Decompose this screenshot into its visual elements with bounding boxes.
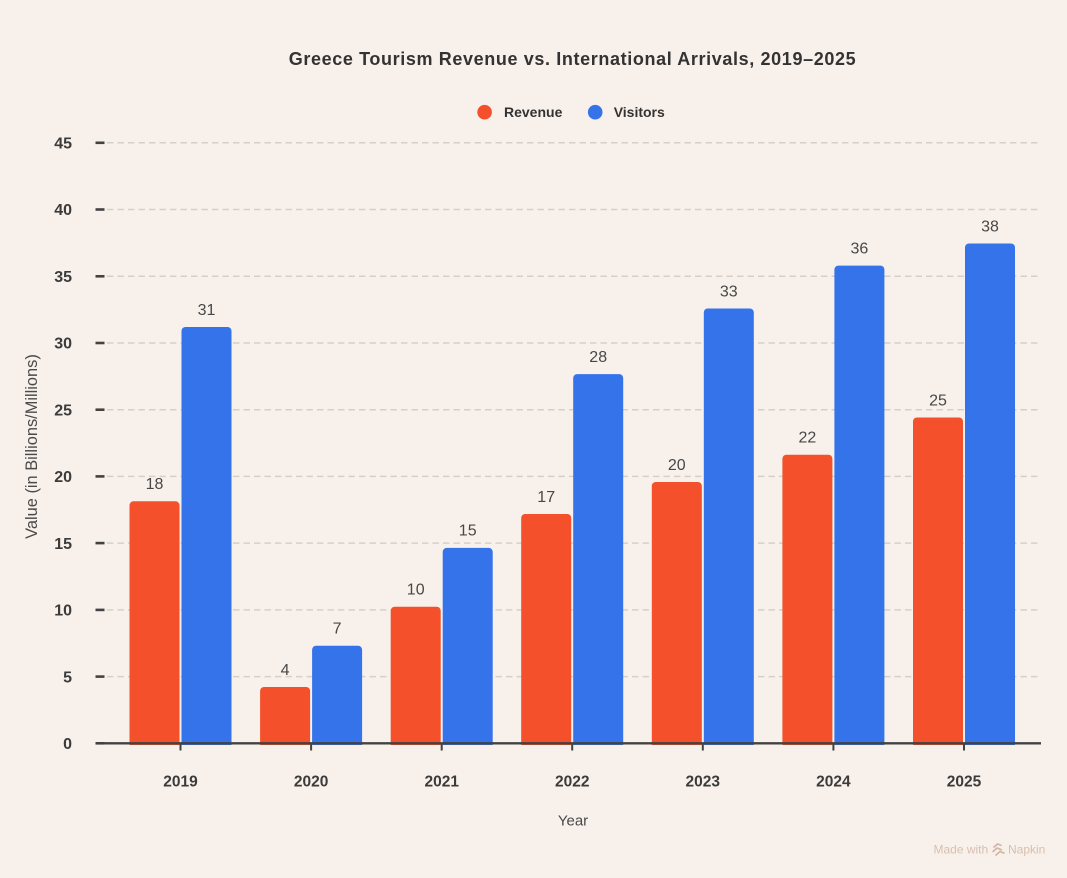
svg-text:20: 20 (54, 469, 72, 486)
svg-text:25: 25 (929, 392, 947, 409)
svg-text:Made with: Made with (934, 843, 989, 857)
svg-text:Revenue: Revenue (504, 104, 563, 120)
svg-text:40: 40 (54, 202, 72, 219)
svg-text:2022: 2022 (555, 774, 589, 791)
svg-text:17: 17 (537, 489, 555, 506)
svg-text:33: 33 (720, 283, 738, 300)
svg-text:Visitors: Visitors (614, 104, 665, 120)
svg-text:2023: 2023 (686, 774, 721, 791)
svg-text:36: 36 (851, 240, 869, 257)
svg-text:Napkin: Napkin (1008, 843, 1045, 857)
svg-text:Greece Tourism Revenue vs. Int: Greece Tourism Revenue vs. International… (289, 49, 856, 69)
svg-text:35: 35 (54, 269, 72, 286)
svg-text:20: 20 (668, 457, 686, 474)
svg-text:10: 10 (407, 582, 425, 599)
svg-text:2021: 2021 (424, 774, 459, 791)
svg-text:2024: 2024 (816, 774, 851, 791)
svg-text:22: 22 (799, 430, 817, 447)
svg-text:45: 45 (54, 136, 72, 153)
svg-text:30: 30 (54, 336, 72, 353)
svg-text:Year: Year (558, 813, 588, 830)
svg-text:38: 38 (981, 218, 999, 235)
svg-text:0: 0 (63, 736, 72, 753)
svg-text:15: 15 (459, 523, 477, 540)
svg-text:2020: 2020 (294, 774, 328, 791)
svg-text:28: 28 (589, 349, 607, 366)
svg-text:25: 25 (54, 402, 72, 419)
svg-text:10: 10 (54, 603, 72, 620)
svg-text:7: 7 (333, 621, 342, 638)
svg-text:4: 4 (281, 662, 290, 679)
svg-text:31: 31 (198, 302, 216, 319)
svg-text:2019: 2019 (163, 774, 198, 791)
svg-text:15: 15 (54, 536, 72, 553)
svg-text:18: 18 (146, 476, 164, 493)
svg-text:5: 5 (63, 669, 72, 686)
svg-text:Value (in Billions/Millions): Value (in Billions/Millions) (23, 354, 41, 539)
svg-text:2025: 2025 (947, 774, 982, 791)
